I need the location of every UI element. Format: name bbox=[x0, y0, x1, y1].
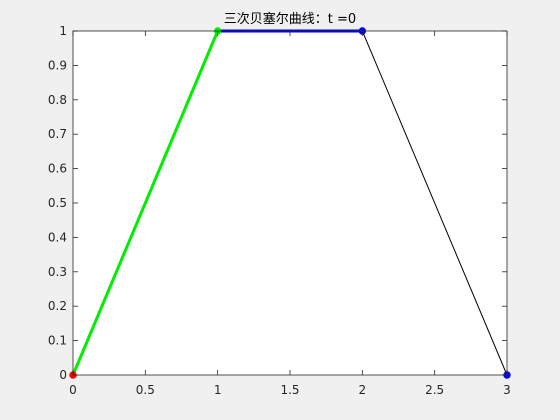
y-tick-label: 0.2 bbox=[48, 299, 67, 313]
y-tick-label: 0.9 bbox=[48, 58, 67, 72]
x-tick-label: 3 bbox=[503, 383, 511, 397]
x-tick-label: 2 bbox=[359, 383, 367, 397]
y-tick-label: 0.4 bbox=[48, 230, 67, 244]
axis-ticks: 0 0.5 1 1.5 2 2.5 3 0 0.1 0.2 0.3 0.4 0.5 0.6 0.7 0.8 0.… bbox=[48, 24, 511, 397]
y-tick-label: 0 bbox=[59, 368, 67, 382]
x-tick-label: 1 bbox=[214, 383, 222, 397]
x-tick-label: 2.5 bbox=[425, 383, 444, 397]
y-tick-label: 0.6 bbox=[48, 162, 67, 176]
y-tick-label: 1 bbox=[59, 24, 67, 38]
chart-title: 三次贝塞尔曲线：t =0 bbox=[224, 11, 356, 27]
axes-background bbox=[73, 31, 507, 375]
series-line-1 bbox=[71, 30, 220, 376]
x-tick-label: 0 bbox=[69, 383, 77, 397]
y-tick-label: 0.7 bbox=[48, 127, 67, 141]
y-tick-label: 0.1 bbox=[48, 334, 67, 348]
x-tick-label: 1.5 bbox=[280, 383, 299, 397]
y-tick-label: 0.8 bbox=[48, 93, 67, 107]
x-tick-label: 0.5 bbox=[136, 383, 155, 397]
y-tick-label: 0.5 bbox=[48, 196, 67, 210]
y-tick-label: 0.3 bbox=[48, 265, 67, 279]
